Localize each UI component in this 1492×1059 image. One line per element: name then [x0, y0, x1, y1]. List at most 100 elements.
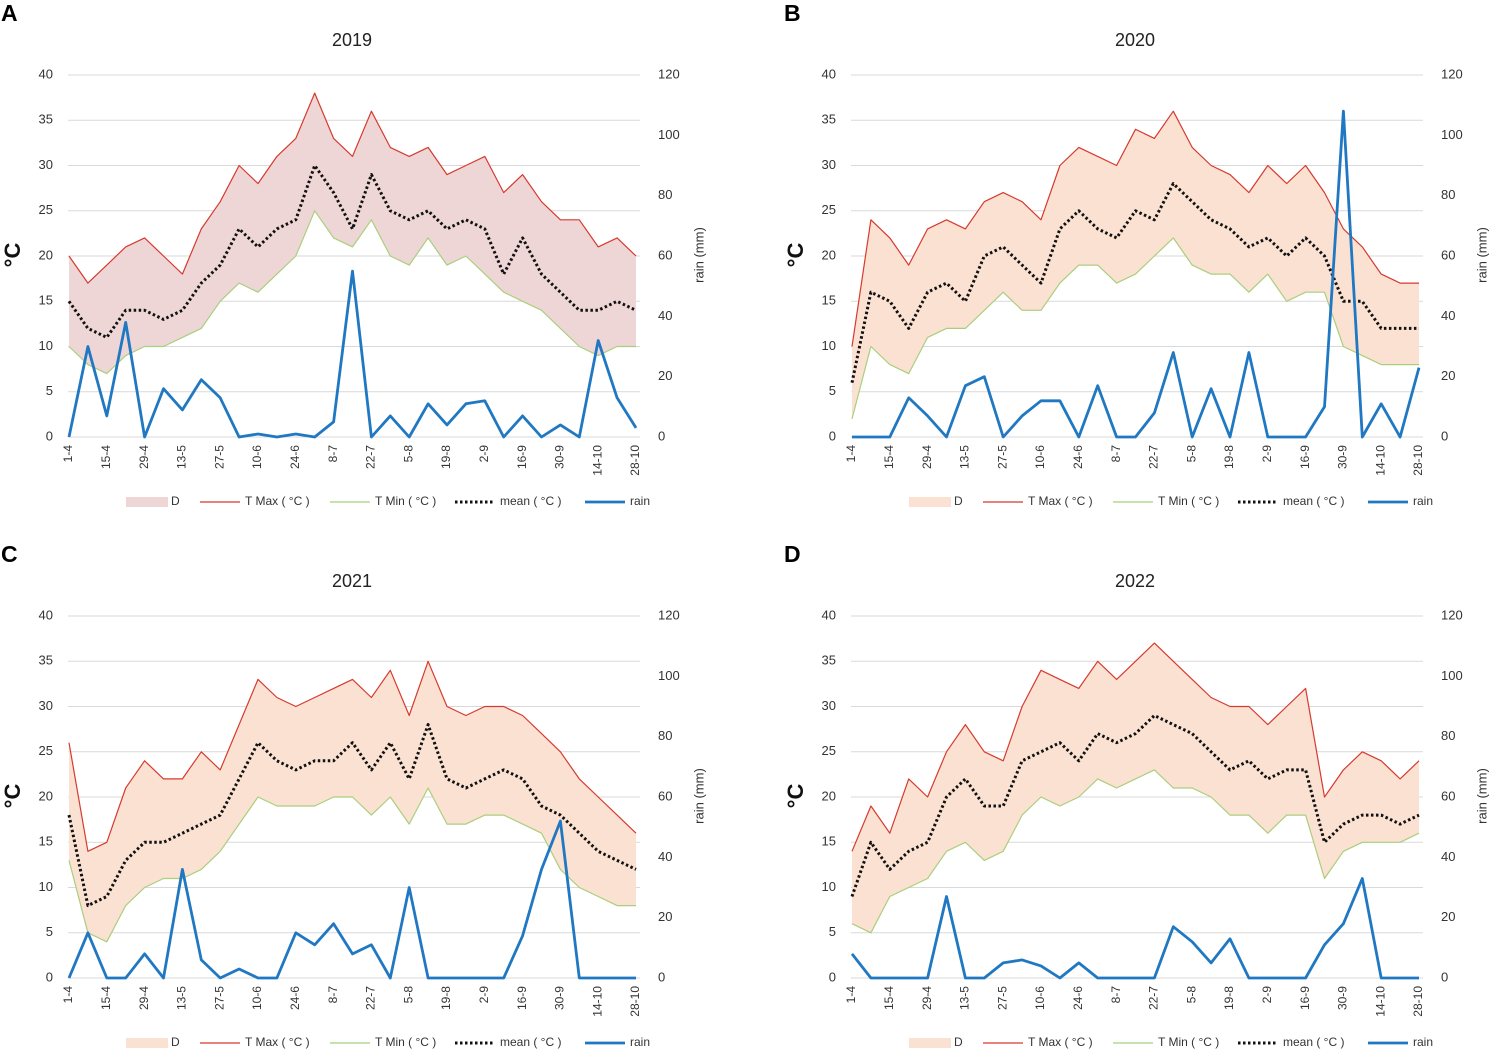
- series-line: [851, 110, 1419, 347]
- x-tick-label: 28-10: [1411, 986, 1425, 1017]
- x-tick-label: 1-4: [844, 445, 858, 463]
- x-tick-label: 28-10: [628, 445, 642, 476]
- x-tick-label: 13-5: [958, 445, 972, 469]
- y2-tick-label: 60: [658, 788, 672, 803]
- series-line: [852, 109, 1421, 439]
- chart-panel: C 2021 °C rain (mm) 0 5 10 15 20 25 30 35 40 0 20 40 60 8…: [0, 541, 706, 1049]
- y-tick-label: 30: [822, 157, 836, 172]
- y2-tick-label: 80: [658, 728, 672, 743]
- panel-label: B: [784, 0, 801, 26]
- y-tick-label: 15: [39, 834, 53, 849]
- x-tick-label: 15-4: [882, 445, 896, 469]
- range-band: [69, 93, 636, 374]
- series-line: [67, 269, 638, 439]
- x-tick-label: 29-4: [137, 445, 151, 469]
- x-tick-label: 27-5: [995, 445, 1009, 469]
- y-tick-label: 40: [39, 607, 53, 622]
- series-line: [67, 819, 636, 980]
- y2-tick-label: 80: [658, 187, 672, 202]
- legend-swatch: [909, 497, 951, 507]
- legend-label: T Max ( °C ): [245, 494, 310, 508]
- y2-tick-label: 0: [658, 969, 665, 984]
- x-tick-label: 8-7: [1109, 986, 1123, 1004]
- y-tick-label: 30: [822, 698, 836, 713]
- y-tick-label: 25: [39, 743, 53, 758]
- y-axis-label: °C: [0, 784, 25, 809]
- x-tick-label: 27-5: [212, 986, 226, 1010]
- x-tick-label: 30-9: [1336, 445, 1350, 469]
- x-tick-label: 16-9: [1298, 445, 1312, 469]
- legend-label: T Max ( °C ): [1028, 1035, 1093, 1049]
- legend-label: D: [954, 1035, 963, 1049]
- x-tick-label: 8-7: [1109, 445, 1123, 463]
- legend-swatch: [126, 1038, 168, 1048]
- y-tick-label: 20: [39, 788, 53, 803]
- y-tick-label: 10: [822, 338, 836, 353]
- x-tick-label: 13-5: [958, 986, 972, 1010]
- series-line: [67, 164, 637, 339]
- y2-tick-label: 120: [1441, 66, 1463, 81]
- range-band: [852, 111, 1419, 419]
- y-tick-label: 0: [46, 969, 53, 984]
- legend-label: rain: [630, 1035, 650, 1049]
- y2-tick-label: 20: [1441, 909, 1455, 924]
- x-tick-label: 16-9: [515, 986, 529, 1010]
- panel-label: C: [1, 541, 18, 567]
- x-tick-label: 2-9: [477, 445, 491, 463]
- x-tick-label: 14-10: [590, 986, 604, 1017]
- y2-tick-label: 100: [658, 127, 680, 142]
- x-tick-label: 30-9: [553, 445, 567, 469]
- y2-tick-label: 0: [658, 428, 665, 443]
- y2-tick-label: 40: [1441, 849, 1455, 864]
- y-tick-label: 35: [39, 112, 53, 127]
- y-tick-label: 15: [822, 834, 836, 849]
- x-tick-label: 22-7: [1147, 445, 1161, 469]
- x-tick-label: 19-8: [1222, 986, 1236, 1010]
- x-tick-label: 1-4: [61, 445, 75, 463]
- x-tick-label: 19-8: [439, 986, 453, 1010]
- y2-tick-label: 120: [1441, 607, 1463, 622]
- y-tick-label: 15: [822, 293, 836, 308]
- x-tick-label: 5-8: [401, 445, 415, 463]
- x-tick-label: 24-6: [1071, 986, 1085, 1010]
- y-tick-label: 5: [46, 924, 53, 939]
- y2-tick-label: 60: [1441, 788, 1455, 803]
- y2-axis-label: rain (mm): [691, 227, 706, 283]
- legend-label: mean ( °C ): [1283, 494, 1344, 508]
- series-line: [850, 877, 1419, 980]
- x-tick-label: 1-4: [61, 986, 75, 1004]
- series-line: [68, 92, 637, 284]
- y2-tick-label: 60: [658, 247, 672, 262]
- range-band: [852, 643, 1419, 933]
- x-tick-label: 2-9: [1260, 445, 1274, 463]
- y2-tick-label: 20: [1441, 368, 1455, 383]
- y-tick-label: 0: [829, 428, 836, 443]
- legend-label: D: [954, 494, 963, 508]
- y2-tick-label: 100: [1441, 668, 1463, 683]
- chart-title: 2019: [332, 30, 372, 50]
- legend-label: D: [171, 494, 180, 508]
- x-tick-label: 10-6: [1033, 445, 1047, 469]
- y2-tick-label: 80: [1441, 728, 1455, 743]
- x-tick-label: 19-8: [439, 445, 453, 469]
- y-tick-label: 20: [822, 247, 836, 262]
- legend-label: T Max ( °C ): [245, 1035, 310, 1049]
- y-axis-label: °C: [783, 243, 808, 268]
- y-tick-label: 40: [39, 66, 53, 81]
- x-tick-label: 19-8: [1222, 445, 1236, 469]
- x-tick-label: 5-8: [1184, 986, 1198, 1004]
- legend-swatch: [126, 497, 168, 507]
- y-tick-label: 30: [39, 698, 53, 713]
- legend-label: rain: [630, 494, 650, 508]
- x-tick-label: 22-7: [364, 986, 378, 1010]
- y-tick-label: 10: [39, 338, 53, 353]
- legend-label: mean ( °C ): [500, 494, 561, 508]
- y-tick-label: 25: [39, 202, 53, 217]
- chart-panel: B 2020 °C rain (mm) 0 5 10 15 20 25 30 35 40 0 20 40 60 8…: [783, 0, 1490, 508]
- x-tick-label: 28-10: [628, 986, 642, 1017]
- y-axis-label: °C: [0, 243, 25, 268]
- y2-tick-label: 100: [658, 668, 680, 683]
- legend-label: rain: [1413, 494, 1433, 508]
- x-tick-label: 2-9: [1260, 986, 1274, 1004]
- x-tick-label: 15-4: [99, 445, 113, 469]
